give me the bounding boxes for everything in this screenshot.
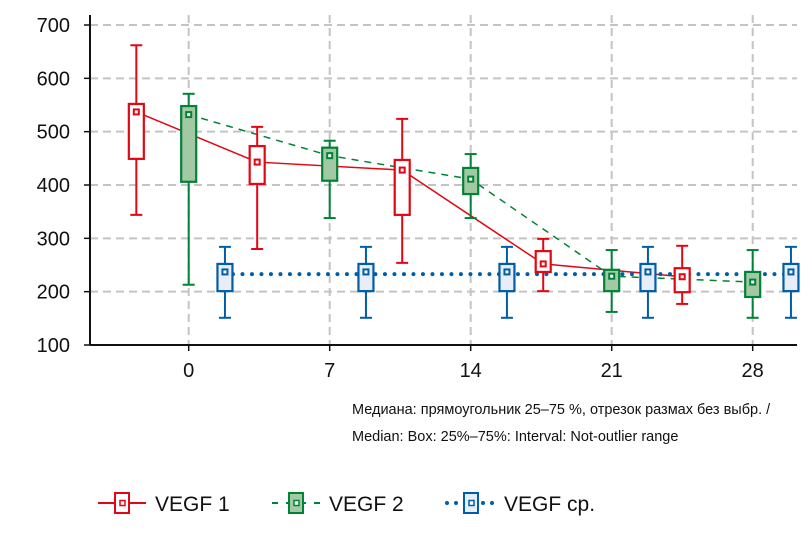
y-tick-label: 600	[37, 68, 70, 90]
series-3-box	[216, 245, 234, 319]
legend-item-1: VEGF 1	[98, 492, 230, 516]
legend-median-icon	[293, 499, 300, 507]
y-tick-label: 300	[37, 228, 70, 250]
x-tick-label: 7	[324, 360, 335, 382]
legend-label: VEGF ср.	[504, 493, 595, 516]
legend-median-icon	[119, 499, 126, 507]
note-line-1: Медиана: прямоугольник 25–75 %, отрезок …	[352, 402, 771, 418]
series-lines	[136, 111, 799, 283]
y-tick-label: 400	[37, 175, 70, 197]
note-line-2: Median: Box: 25%–75%: Interval: Not-outl…	[352, 429, 678, 445]
series-3-box	[639, 245, 657, 319]
legend-label: VEGF 1	[155, 493, 230, 516]
median-marker	[608, 272, 616, 280]
iqr-box	[603, 268, 621, 293]
legend-label: VEGF 2	[329, 493, 404, 516]
iqr-box	[498, 262, 516, 293]
iqr-box	[639, 262, 657, 293]
series-2-box	[603, 249, 621, 313]
legend-item-3: VEGF ср.	[445, 492, 595, 516]
series-1-box	[673, 244, 691, 305]
x-tick-label: 14	[460, 360, 482, 382]
median-marker	[503, 268, 511, 276]
median-marker	[787, 268, 795, 276]
median-marker	[539, 260, 547, 268]
x-tick-label: 0	[183, 360, 194, 382]
iqr-box	[393, 158, 411, 216]
median-marker	[221, 268, 229, 276]
median-marker	[678, 273, 686, 281]
median-marker	[398, 166, 406, 174]
median-marker	[253, 158, 261, 166]
iqr-box	[180, 104, 198, 183]
series-3-box	[782, 245, 800, 319]
legend: VEGF 1 VEGF 2 VEGF ср.	[98, 492, 595, 516]
median-marker	[362, 268, 370, 276]
iqr-box	[357, 262, 375, 293]
series-1-box	[248, 125, 266, 250]
iqr-box	[321, 146, 339, 182]
series-2-box	[321, 139, 339, 220]
axes: 100 200 300 400 500 600 700 0 7 14 21 28	[37, 15, 797, 382]
series-3-box	[357, 245, 375, 319]
iqr-box	[127, 102, 145, 160]
median-marker	[749, 278, 757, 286]
y-tick-label: 100	[37, 335, 70, 357]
series-2-box	[462, 153, 480, 220]
series-3-box	[498, 245, 516, 319]
iqr-box	[216, 262, 234, 293]
legend-item-2: VEGF 2	[272, 492, 404, 516]
y-tick-label: 200	[37, 282, 70, 304]
series-2-box	[180, 92, 198, 286]
iqr-box	[782, 262, 800, 293]
series-2-box	[744, 249, 762, 319]
legend-median-icon	[468, 499, 475, 507]
median-marker	[185, 111, 193, 119]
median-marker	[132, 108, 140, 116]
boxes	[127, 44, 800, 319]
series-1-box	[534, 237, 552, 293]
median-marker	[644, 268, 652, 276]
y-tick-label: 700	[37, 15, 70, 37]
x-tick-label: 21	[601, 360, 623, 382]
median-marker	[467, 175, 475, 183]
series-1-box	[127, 44, 145, 216]
x-tick-label: 28	[742, 360, 764, 382]
series-1-box	[393, 117, 411, 264]
median-marker	[326, 152, 334, 160]
y-tick-label: 500	[37, 122, 70, 144]
